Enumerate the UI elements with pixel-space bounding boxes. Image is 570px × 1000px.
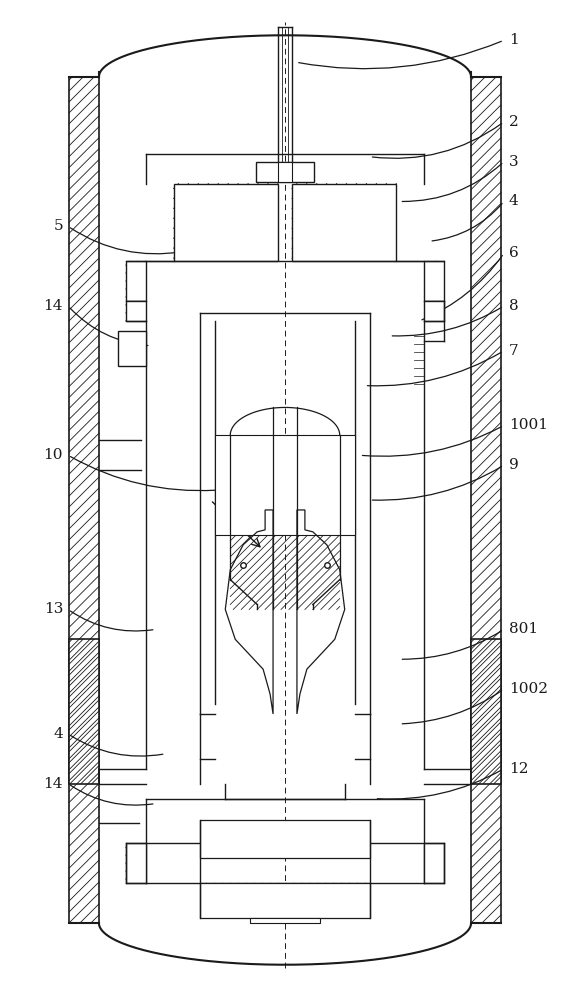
Bar — [424, 301, 444, 321]
Bar — [278, 162, 292, 182]
Text: 8: 8 — [509, 299, 519, 313]
Text: 4: 4 — [54, 727, 63, 741]
Text: 9: 9 — [509, 458, 519, 472]
Bar — [250, 918, 320, 923]
Text: 1002: 1002 — [509, 682, 548, 696]
Text: 2: 2 — [509, 115, 519, 129]
Bar — [471, 639, 501, 784]
Text: 1001: 1001 — [509, 418, 548, 432]
Text: 10: 10 — [43, 448, 63, 462]
Bar — [173, 184, 278, 261]
Bar — [292, 184, 397, 261]
Text: 7: 7 — [509, 344, 519, 358]
Text: 5: 5 — [54, 219, 63, 233]
Bar — [424, 261, 444, 301]
Text: 1: 1 — [509, 33, 519, 47]
Bar — [126, 301, 146, 321]
Bar — [69, 639, 99, 784]
Text: 6: 6 — [509, 246, 519, 260]
Bar — [126, 261, 146, 301]
Text: 12: 12 — [509, 762, 528, 776]
Bar — [201, 883, 369, 918]
Text: 14: 14 — [43, 299, 63, 313]
Bar — [471, 77, 501, 923]
Bar — [424, 843, 444, 883]
Text: 13: 13 — [44, 602, 63, 616]
Text: 14: 14 — [43, 777, 63, 791]
Text: 3: 3 — [509, 155, 519, 169]
Bar — [69, 77, 99, 923]
Bar — [256, 162, 314, 182]
Bar — [201, 820, 369, 858]
Bar — [126, 843, 146, 883]
Text: 4: 4 — [509, 194, 519, 208]
Bar — [215, 435, 355, 535]
Bar — [118, 331, 146, 366]
Text: 801: 801 — [509, 622, 538, 636]
